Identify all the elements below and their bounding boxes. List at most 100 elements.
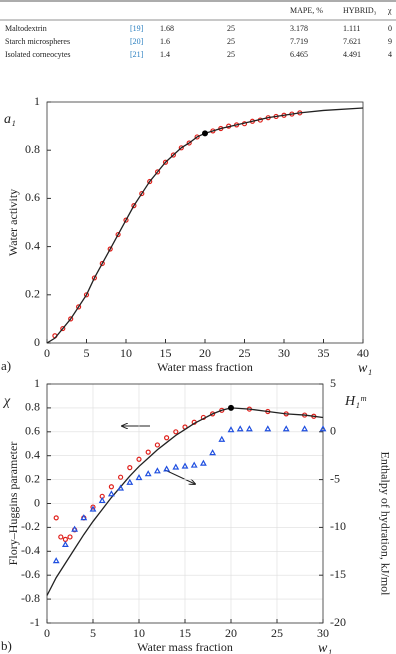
panel-label: a) — [1, 358, 11, 373]
plot-frame — [46, 101, 364, 344]
data-point — [117, 484, 125, 491]
y2-tick-label: 5 — [330, 376, 336, 390]
y-tick-label: 0.4 — [25, 447, 40, 461]
table-cell: 1.111 — [343, 24, 360, 33]
highlight-point — [228, 404, 234, 411]
data-point — [163, 465, 171, 472]
data-point — [245, 425, 253, 432]
data-point — [209, 449, 217, 456]
data-point — [154, 442, 160, 448]
panel-label: b) — [1, 638, 12, 653]
table-cell: Isolated corneocytes — [5, 50, 71, 59]
data-point — [210, 411, 216, 417]
y2-tick-label: -15 — [330, 567, 346, 581]
data-point — [218, 435, 226, 442]
x-axis-label: Water mass fraction — [137, 640, 233, 654]
data-point — [71, 525, 79, 532]
x-tick-label: 40 — [357, 346, 369, 360]
data-point — [173, 429, 179, 435]
data-point — [117, 474, 124, 480]
data-point — [68, 316, 74, 322]
table-cell: 3.178 — [290, 24, 308, 33]
x-tick-label: 30 — [317, 626, 329, 640]
x-tick-label: 0 — [44, 346, 50, 360]
data-point — [91, 275, 98, 281]
table-cell: [21] — [130, 50, 144, 59]
table-cell: [19] — [130, 24, 144, 33]
data-point — [126, 478, 134, 485]
y-tick-label: 1 — [34, 94, 40, 108]
table-cell: Starch microspheres — [5, 37, 70, 46]
data-point — [108, 484, 115, 490]
data-point — [155, 169, 161, 175]
y2-symbol: H₁ᵐ — [344, 394, 367, 409]
data-point — [127, 465, 133, 471]
data-point — [62, 536, 69, 542]
table-cell: 1.4 — [160, 50, 170, 59]
data-point — [319, 425, 327, 432]
data-point — [60, 325, 66, 332]
y-tick-label: -0.2 — [21, 519, 40, 533]
data-point — [190, 461, 198, 468]
data-point — [178, 145, 184, 151]
x-tick-label: 35 — [318, 346, 330, 360]
data-point — [227, 426, 235, 433]
x-tick-label: 5 — [84, 346, 90, 360]
y-tick-label: 0 — [34, 495, 40, 509]
data-point — [264, 425, 272, 432]
x-tick-label: 5 — [90, 626, 96, 640]
data-point — [186, 140, 192, 146]
y-tick-label: 0.2 — [25, 287, 40, 301]
table-header: HYBRID₃ — [343, 6, 377, 15]
data-point — [107, 490, 115, 497]
data-point — [162, 159, 169, 165]
data-point — [194, 134, 200, 140]
table-cell: 25 — [227, 50, 235, 59]
y2-tick-label: -20 — [330, 615, 346, 629]
data-point — [83, 292, 90, 298]
highlight-point — [202, 130, 208, 137]
data-point — [144, 470, 152, 477]
arrow — [164, 469, 195, 484]
x-tick-label: 25 — [239, 346, 251, 360]
y2-axis-label: Enthalpy of hydration, kJ/mol — [378, 452, 392, 597]
x-tick-label: 30 — [278, 346, 290, 360]
data-point — [145, 449, 151, 455]
y-tick-label: 0.8 — [25, 400, 40, 414]
y-tick-label: 0.6 — [25, 190, 40, 204]
x-tick-label: 10 — [133, 626, 145, 640]
data-point — [89, 505, 97, 512]
data-point — [199, 459, 207, 466]
table-cell: 7.621 — [343, 37, 361, 46]
table-cell: 1.68 — [160, 24, 174, 33]
y-tick-label: 0.8 — [25, 142, 40, 156]
y-tick-label: -0.6 — [21, 567, 40, 581]
data-point — [52, 557, 60, 564]
data-point — [164, 435, 170, 441]
y-symbol: a₁ — [4, 112, 16, 127]
model-line — [46, 407, 324, 596]
x-symbol: w₁ — [318, 641, 332, 654]
data-point — [53, 515, 59, 521]
data-point — [98, 496, 106, 504]
table-cell: 4 — [388, 50, 392, 59]
y-axis-label: Flory–Huggins parameter — [6, 442, 20, 566]
x-symbol: w₁ — [358, 361, 372, 376]
table-cell: 6.465 — [290, 50, 308, 59]
y-tick-label: 0.6 — [25, 424, 40, 438]
data-point — [282, 425, 290, 432]
data-point — [131, 203, 137, 209]
data-point — [153, 467, 161, 474]
x-tick-label: 10 — [120, 346, 132, 360]
data-point — [139, 190, 145, 197]
data-point — [172, 463, 180, 470]
table-cell: 4.491 — [343, 50, 361, 59]
x-tick-label: 20 — [199, 346, 211, 360]
y-tick-label: 0 — [34, 335, 40, 349]
table-cell: 0 — [388, 24, 392, 33]
data-point — [135, 473, 143, 481]
y2-tick-label: -5 — [330, 471, 340, 485]
x-tick-label: 15 — [179, 626, 191, 640]
table-cell: 1.6 — [160, 37, 170, 46]
